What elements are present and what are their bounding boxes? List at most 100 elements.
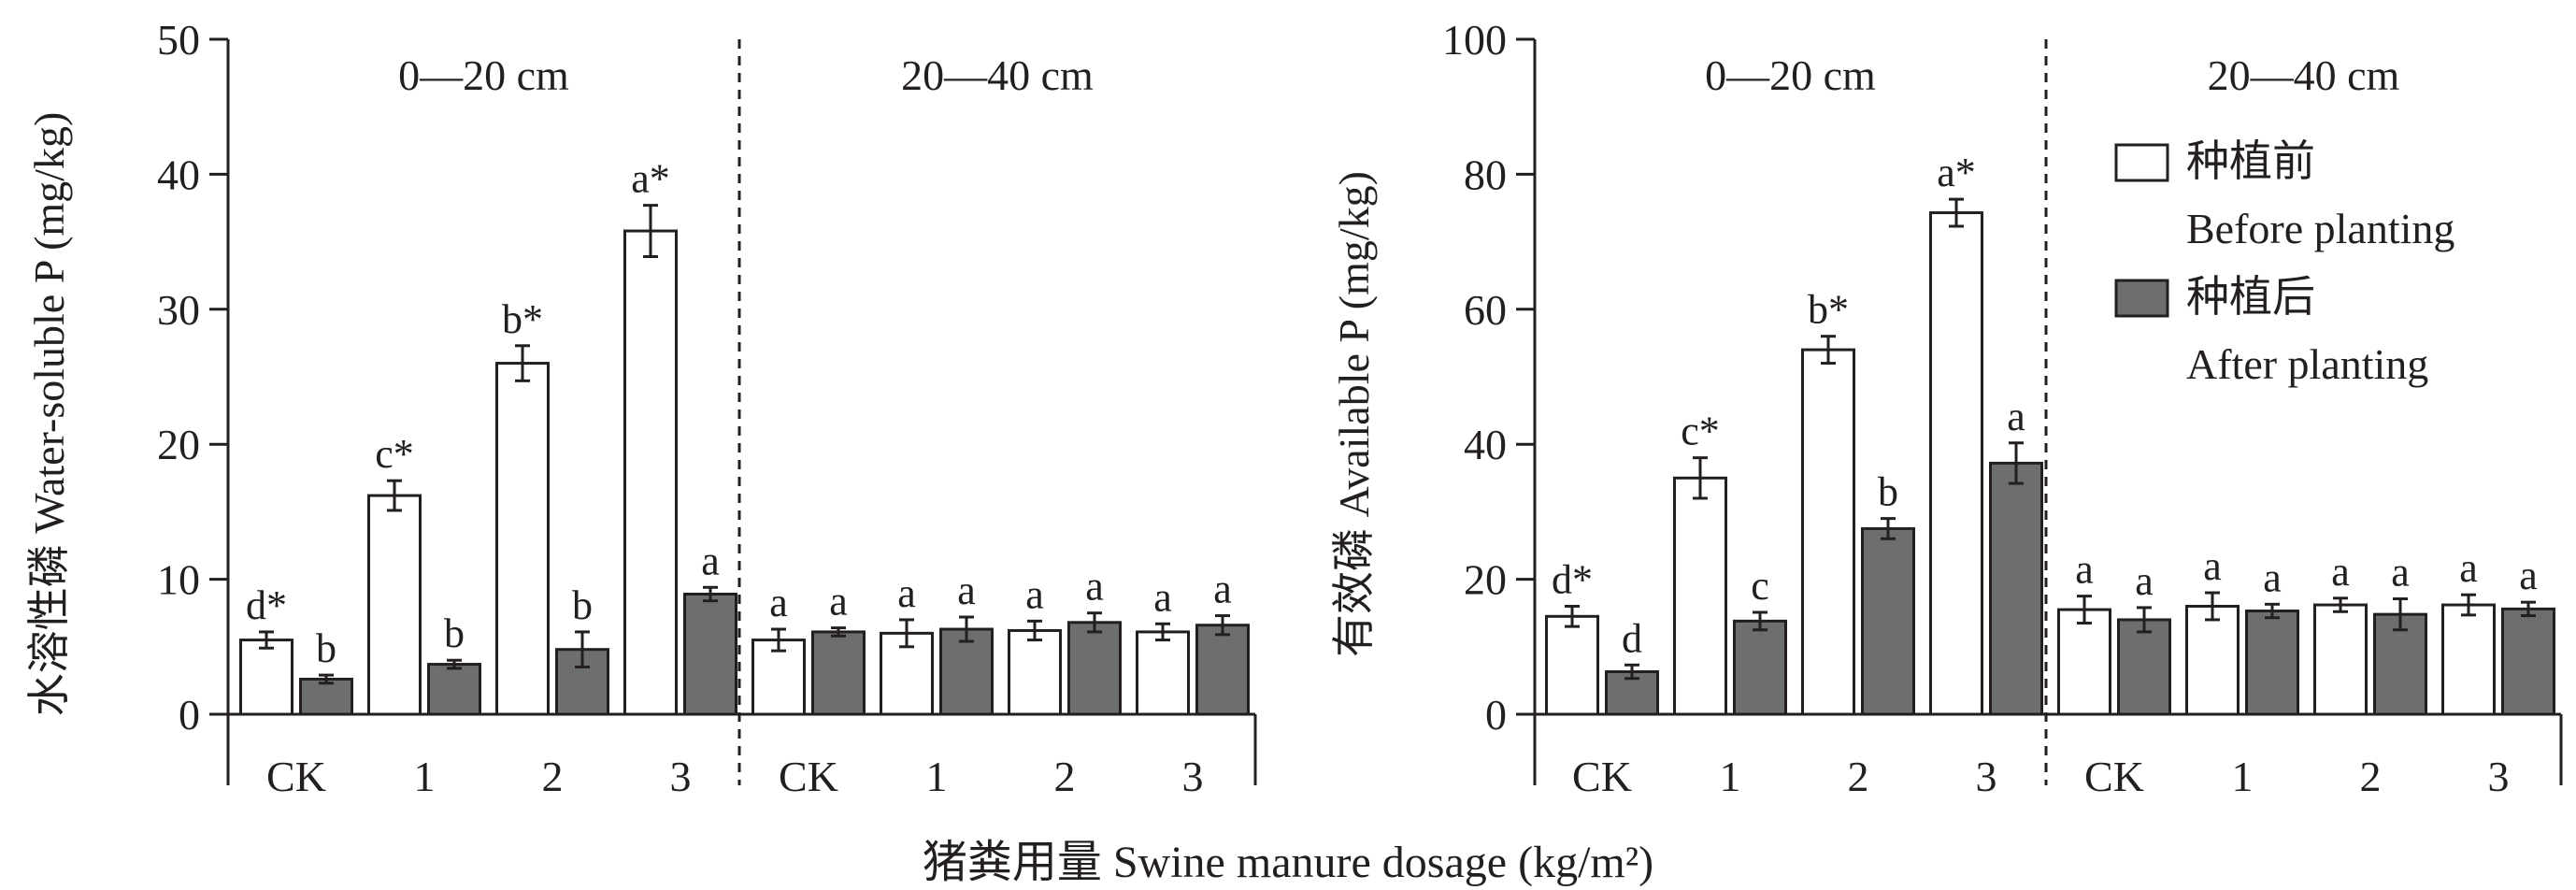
legend-swatch-after bbox=[2114, 279, 2169, 318]
panel2-bar-after bbox=[2117, 618, 2171, 716]
panel2-y-axis-title: 有效磷 Available P (mg/kg) bbox=[1330, 171, 1378, 657]
legend-label-cn: 种植前 bbox=[2186, 137, 2315, 185]
legend-label-en: After planting bbox=[2186, 340, 2428, 388]
panel1-significance-label-after: a bbox=[1213, 567, 1232, 612]
panel2-bar-before bbox=[1545, 614, 1599, 716]
panel1-bar-after bbox=[1195, 624, 1250, 716]
panel1-bar-after bbox=[1067, 621, 1122, 716]
panel1-significance-label-before: d* bbox=[246, 582, 287, 628]
panel2-x-tick-label: 3 bbox=[1976, 753, 1997, 800]
panel1-significance-label-before: a bbox=[1025, 571, 1044, 617]
panel1-significance-label-after: b bbox=[444, 610, 465, 656]
panel2-significance-label-after: a bbox=[2263, 554, 2282, 600]
panel2-significance-label-after: a bbox=[2007, 394, 2025, 439]
panel2-bar-after bbox=[1733, 619, 1787, 716]
panel1-significance-label-after: a bbox=[957, 567, 976, 613]
panel2-bar-after bbox=[2245, 610, 2299, 716]
panel2-depth-label: 20—40 cm bbox=[2208, 51, 2400, 99]
panel2-bar-after bbox=[1989, 461, 2043, 716]
panel1-significance-label-before: a bbox=[1153, 574, 1172, 620]
panel2-x-tick-label: 2 bbox=[1848, 753, 1869, 800]
legend-label-en: Before planting bbox=[2186, 205, 2454, 252]
panel1-significance-label-before: a* bbox=[631, 156, 670, 202]
panel2-significance-label-before: a bbox=[2075, 547, 2094, 593]
panel1-depth-label: 0—20 cm bbox=[398, 51, 569, 99]
panel2-x-tick-label: 3 bbox=[2488, 753, 2510, 800]
panel1-bar-before bbox=[239, 639, 293, 716]
panel2-x-tick-label: CK bbox=[1572, 753, 1632, 800]
panel1-bar-after bbox=[427, 663, 481, 716]
panel2-significance-label-before: a* bbox=[1937, 150, 1976, 195]
panel2-significance-label-after: a bbox=[2519, 553, 2538, 598]
legend-swatch-before bbox=[2114, 143, 2169, 182]
legend-label-cn: 种植后 bbox=[2186, 273, 2315, 321]
panel2-y-tick-label: 0 bbox=[1485, 691, 1507, 739]
x-axis-title: 猪粪用量 Swine manure dosage (kg/m²) bbox=[922, 838, 1654, 887]
panel1-x-tick-label: 3 bbox=[670, 753, 692, 800]
panel1-bar-before bbox=[367, 494, 422, 716]
panel2-bar-before bbox=[2441, 603, 2496, 716]
panel2-bar-before bbox=[2185, 604, 2240, 716]
panel1-bar-after bbox=[299, 677, 353, 716]
panel2-significance-label-before: a bbox=[2459, 545, 2478, 591]
panel2-bar-before bbox=[1673, 476, 1727, 716]
panel2-bar-after bbox=[1861, 526, 1915, 716]
panel1-x-tick-label: CK bbox=[779, 753, 838, 800]
panel1-significance-label-after: a bbox=[1085, 564, 1104, 610]
panel1-bar-after bbox=[683, 592, 737, 716]
panel1-x-tick-label: 2 bbox=[542, 753, 564, 800]
panel2-bar-after bbox=[2501, 607, 2555, 716]
panel1-y-tick-label: 10 bbox=[157, 556, 200, 604]
panel1-y-tick-label: 40 bbox=[157, 151, 200, 198]
panel1-x-tick-label: 1 bbox=[414, 753, 436, 800]
panel2-bar-before bbox=[1801, 348, 1855, 716]
panel2-y-tick-label: 80 bbox=[1464, 151, 1507, 198]
panel1-x-tick-label: 3 bbox=[1182, 753, 1204, 800]
panel2-y-tick-label: 60 bbox=[1464, 286, 1507, 334]
panel1-x-tick-label: 1 bbox=[926, 753, 948, 800]
panel2-x-tick-label: CK bbox=[2084, 753, 2144, 800]
panel1-y-tick-label: 50 bbox=[157, 16, 200, 64]
panel2-y-tick-label: 20 bbox=[1464, 556, 1507, 604]
panel2-depth-label: 0—20 cm bbox=[1705, 51, 1876, 99]
panel1-depth-label: 20—40 cm bbox=[901, 51, 1094, 99]
panel1-bar-after bbox=[939, 627, 994, 716]
panel1-significance-label-before: a bbox=[769, 580, 788, 625]
panel1-x-tick-label: CK bbox=[266, 753, 326, 800]
panel1-bar-before bbox=[751, 639, 806, 716]
panel2-bar-before bbox=[1929, 211, 1983, 716]
panel1-significance-label-before: b* bbox=[502, 296, 543, 342]
panel2-significance-label-before: a bbox=[2203, 543, 2222, 589]
panel1-bar-before bbox=[1136, 630, 1190, 716]
panel2-significance-label-after: a bbox=[2135, 558, 2154, 604]
panel1-y-tick-label: 30 bbox=[157, 286, 200, 334]
panel1-bar-before bbox=[1008, 628, 1062, 716]
panel1-bar-before bbox=[495, 362, 550, 716]
panel2-significance-label-before: d* bbox=[1552, 556, 1593, 602]
panel2-significance-label-after: b bbox=[1878, 469, 1898, 515]
panel1-y-axis-title: 水溶性磷 Water-soluble P (mg/kg) bbox=[25, 112, 73, 717]
panel1-y-tick-label: 0 bbox=[179, 691, 200, 739]
panel1-significance-label-after: b bbox=[572, 582, 593, 628]
panel2-significance-label-before: a bbox=[2331, 549, 2350, 595]
panel2-significance-label-before: c* bbox=[1681, 409, 1720, 454]
panel1-significance-label-after: a bbox=[829, 579, 848, 624]
panel2-y-tick-label: 40 bbox=[1464, 421, 1507, 468]
panel2-significance-label-after: a bbox=[2391, 550, 2410, 596]
panel1-bar-after bbox=[811, 630, 866, 716]
panel2-x-tick-label: 1 bbox=[1720, 753, 1741, 800]
panel2-significance-label-after: c bbox=[1751, 563, 1769, 609]
panel1-significance-label-after: a bbox=[701, 538, 720, 583]
panel1-significance-label-before: a bbox=[897, 570, 916, 616]
panel2-significance-label-before: b* bbox=[1808, 287, 1849, 333]
panel1-significance-label-after: b bbox=[316, 625, 336, 671]
panel1-y-tick-label: 20 bbox=[157, 421, 200, 468]
panel1-x-tick-label: 2 bbox=[1054, 753, 1076, 800]
panel2-bar-before bbox=[2313, 603, 2368, 716]
panel2-x-tick-label: 1 bbox=[2232, 753, 2254, 800]
panel2-y-tick-label: 100 bbox=[1442, 16, 1507, 64]
panel2-bar-before bbox=[2057, 608, 2111, 716]
panel2-x-tick-label: 2 bbox=[2360, 753, 2382, 800]
panel2-significance-label-after: d bbox=[1622, 615, 1642, 661]
